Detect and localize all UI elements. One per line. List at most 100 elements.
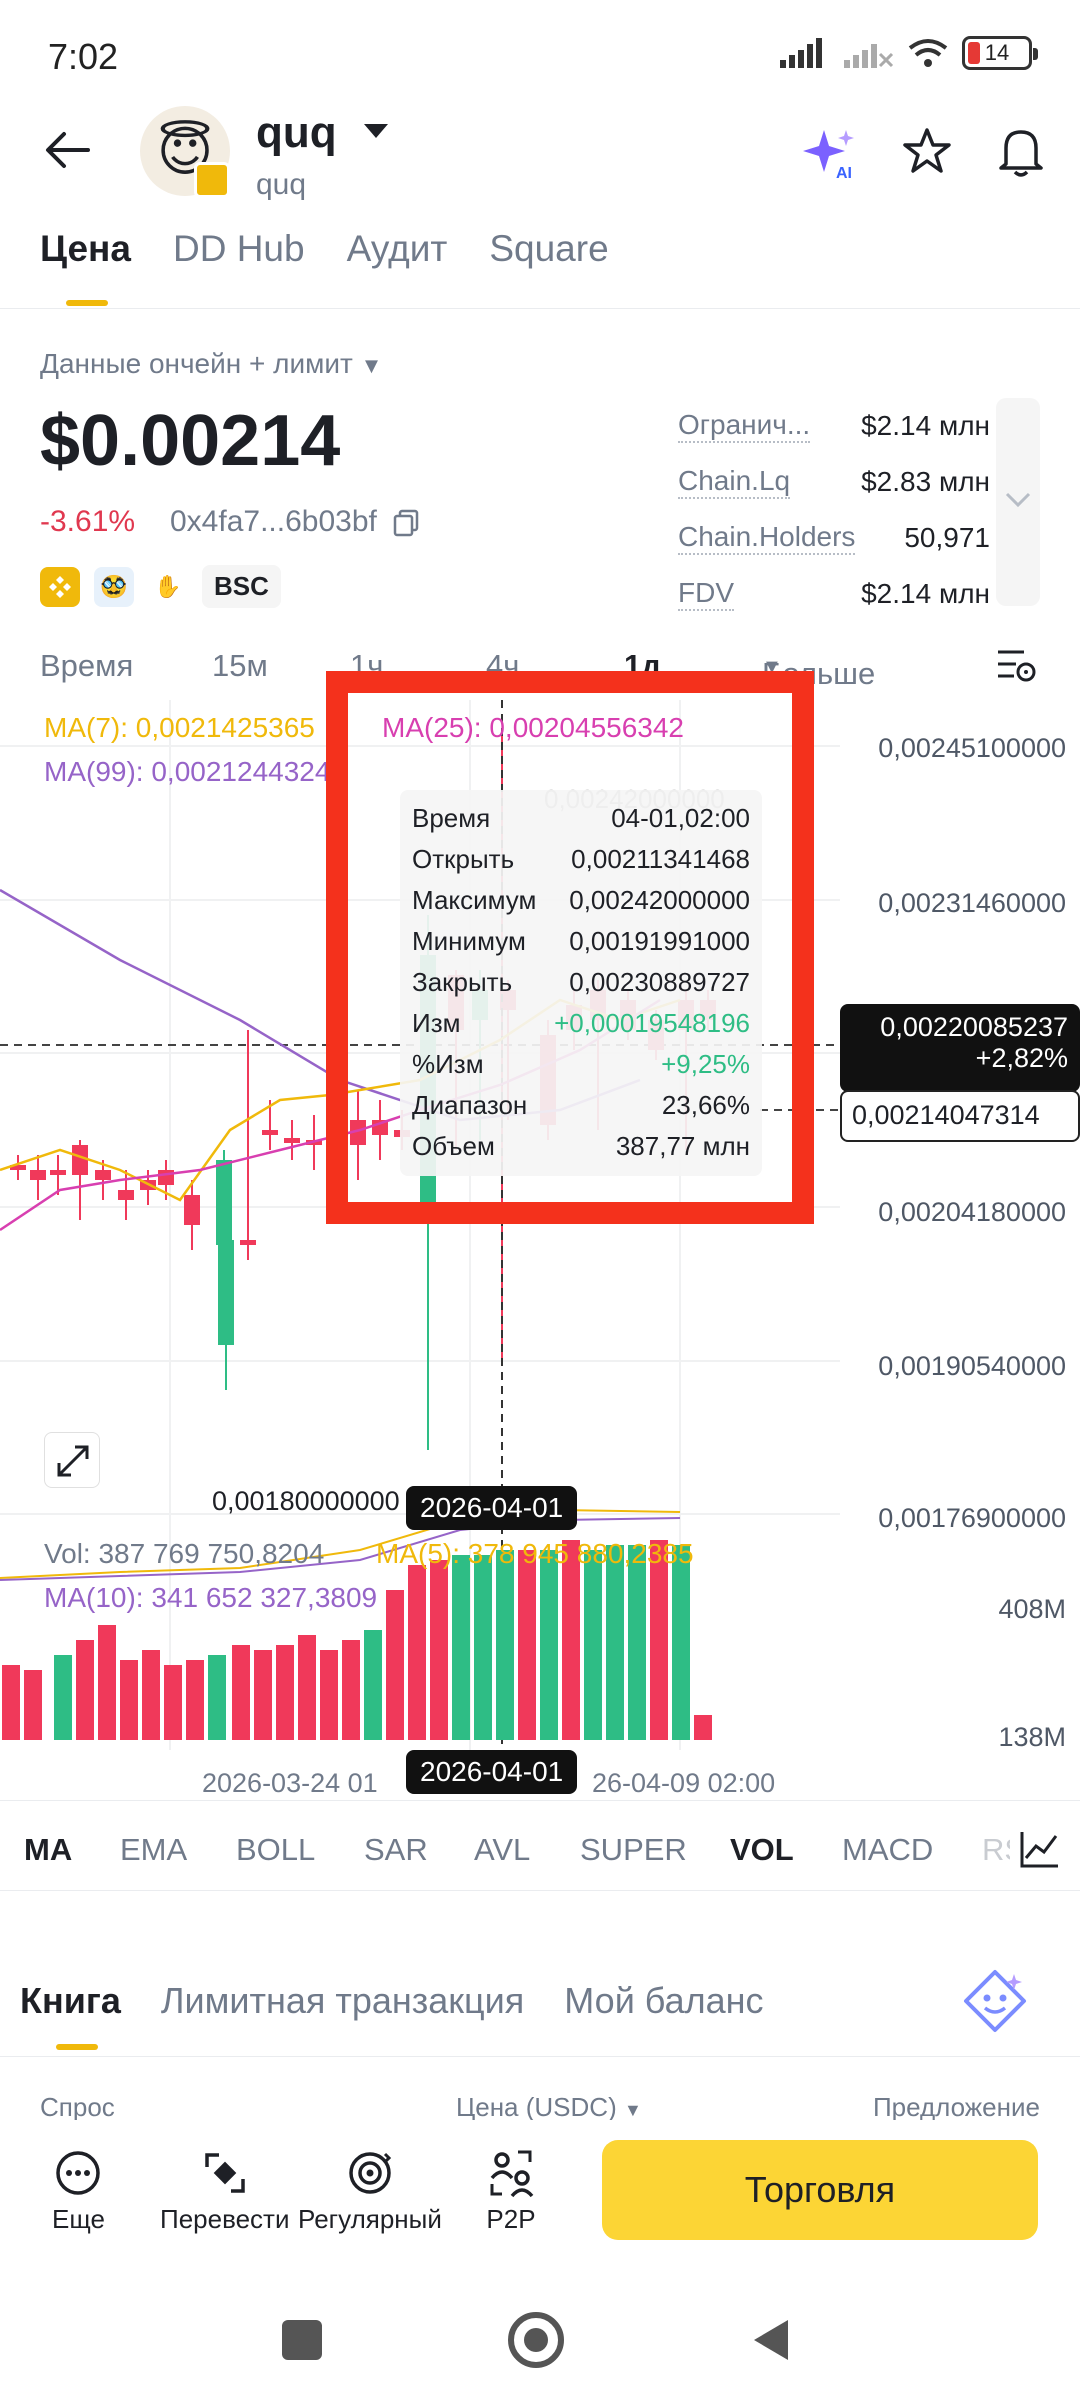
tooltip-value: 0,00211341468 — [571, 844, 750, 874]
volume-bar — [320, 1650, 338, 1740]
candle-tooltip: Время 04-01,02:00 Открыть 0,00211341468 Макс… — [400, 790, 762, 1176]
contract-address[interactable]: 0x4fa7...6b03bf — [170, 505, 421, 539]
token-subtitle: quq — [256, 168, 307, 201]
x-axis-date-tag: 2026-04-01 — [406, 1750, 578, 1794]
tab-dd-hub[interactable]: DD Hub — [172, 228, 305, 269]
tab-square[interactable]: Square — [489, 228, 609, 269]
volume-bar — [164, 1665, 182, 1740]
volume-bar — [430, 1560, 448, 1740]
volume-bar — [386, 1590, 404, 1740]
tooltip-key: Минимум — [412, 926, 526, 956]
back-arrow-icon[interactable] — [44, 130, 92, 170]
volume-bar — [650, 1540, 668, 1740]
stat-label: Chain.Holders — [678, 521, 856, 555]
tf-15m[interactable]: 15м — [212, 648, 268, 683]
candle-body — [184, 1195, 200, 1225]
bell-icon[interactable] — [996, 124, 1046, 178]
tab-limit[interactable]: Лимитная транзакция — [160, 1980, 525, 2021]
line-chart-icon[interactable] — [1018, 1830, 1060, 1870]
stat-value: $2.83 млн — [861, 466, 990, 497]
hand-icon[interactable]: ✋ — [148, 566, 188, 607]
stat-row[interactable]: FDV $2.14 млн — [678, 566, 990, 622]
stat-label: Огранич... — [678, 409, 811, 443]
current-price: $0.00214 — [40, 401, 341, 481]
tf-time[interactable]: Время — [40, 648, 134, 683]
action-transfer[interactable]: Перевести — [160, 2148, 289, 2235]
candle-body — [50, 1170, 66, 1175]
chevron-down-icon — [1005, 492, 1031, 508]
action-recurring[interactable]: Регулярный — [298, 2148, 442, 2235]
candle-body — [158, 1170, 174, 1185]
recurring-icon — [345, 2148, 395, 2198]
stats-expand-button[interactable] — [996, 398, 1040, 606]
price-change: -3.61% — [40, 505, 136, 538]
volume-bar — [584, 1550, 602, 1740]
token-avatar[interactable]: 😇 — [140, 106, 230, 196]
stat-value: $2.14 млн — [861, 578, 990, 609]
volume-bar — [364, 1630, 382, 1740]
svg-text:AI: AI — [836, 165, 852, 180]
ai-sparkle-icon[interactable]: AI — [802, 126, 858, 180]
contract-address-text: 0x4fa7...6b03bf — [170, 505, 377, 538]
price-chart[interactable]: MA(7): 0,0021425365 MA(25): 0,0020455634… — [0, 700, 1080, 1752]
bsc-badge[interactable]: BSC — [202, 565, 281, 608]
tab-audit[interactable]: Аудит — [346, 228, 448, 269]
ind-rsi[interactable]: RSI — [982, 1832, 1012, 1867]
indicator-bottom-divider — [0, 1890, 1080, 1891]
mask-icon[interactable]: 🥸 — [94, 566, 134, 607]
tooltip-value: 0,00191991000 — [569, 926, 750, 956]
vol-y-bottom: 138M — [998, 1722, 1066, 1752]
status-bar: 7:02 14 — [0, 0, 1080, 110]
candle-body — [10, 1165, 26, 1170]
ind-boll[interactable]: BOLL — [236, 1832, 316, 1867]
favorite-star-icon[interactable] — [902, 126, 952, 176]
data-source-selector[interactable]: Данные ончейн + лимит ▼ — [40, 348, 382, 380]
tab-price[interactable]: Цена — [40, 228, 131, 306]
stat-row[interactable]: Chain.Lq $2.83 млн — [678, 454, 990, 510]
copy-icon[interactable] — [391, 508, 421, 538]
dropdown-caret-icon[interactable] — [362, 122, 390, 142]
token-name[interactable]: quq — [256, 108, 337, 157]
fullscreen-button[interactable] — [44, 1432, 100, 1488]
trade-button[interactable]: Торговля — [602, 2140, 1038, 2240]
bnb-chain-badge-icon — [194, 162, 230, 198]
expand-icon — [57, 1445, 89, 1477]
volume-bar — [120, 1660, 138, 1740]
ind-vol[interactable]: VOL — [730, 1832, 794, 1867]
tooltip-key: Открыть — [412, 844, 515, 874]
tab-book[interactable]: Книга — [20, 1980, 121, 2050]
crosshair-pct: +2,82% — [975, 1043, 1068, 1073]
ob-price-selector[interactable]: Цена (USDC) ▼ — [456, 2092, 642, 2123]
stat-row[interactable]: Огранич... $2.14 млн — [678, 398, 990, 454]
home-icon[interactable] — [508, 2312, 564, 2368]
ind-macd[interactable]: MACD — [842, 1832, 934, 1867]
status-icons: 14 — [780, 36, 1038, 70]
tab-balance[interactable]: Мой баланс — [564, 1980, 764, 2021]
action-p2p[interactable]: P2P — [486, 2148, 536, 2235]
bnb-icon[interactable] — [40, 566, 80, 607]
assistant-bot-icon[interactable] — [960, 1968, 1030, 2038]
indicator-divider — [0, 1800, 1080, 1801]
x-axis-label-left: 2026-03-24 01 — [202, 1768, 378, 1798]
ind-sar[interactable]: SAR — [364, 1832, 428, 1867]
ind-super[interactable]: SUPER — [580, 1832, 687, 1867]
volume-bar — [76, 1640, 94, 1740]
crosshair-date-tag: 2026-04-01 — [406, 1486, 578, 1530]
volume-bar — [474, 1555, 492, 1740]
candle-body — [350, 1120, 366, 1145]
y-axis-label: 0,00204180000 — [878, 1197, 1066, 1227]
ind-ma[interactable]: MA — [24, 1832, 73, 1867]
tooltip-row: Открыть 0,00211341468 — [412, 839, 750, 880]
ind-avl[interactable]: AVL — [474, 1832, 531, 1867]
action-more[interactable]: Еще — [52, 2148, 105, 2235]
tooltip-value: 0,00242000000 — [569, 885, 750, 915]
ind-ema[interactable]: EMA — [120, 1832, 188, 1867]
tooltip-key: Максимум — [412, 885, 537, 915]
back-icon[interactable] — [748, 2316, 792, 2364]
wifi-icon — [908, 39, 948, 67]
chart-settings-icon[interactable] — [994, 646, 1038, 686]
p2p-icon — [486, 2148, 536, 2198]
stat-row[interactable]: Chain.Holders 50,971 — [678, 510, 990, 566]
recents-icon[interactable] — [282, 2320, 322, 2360]
ma99-label: MA(99): 0,0021244324 — [44, 756, 331, 787]
